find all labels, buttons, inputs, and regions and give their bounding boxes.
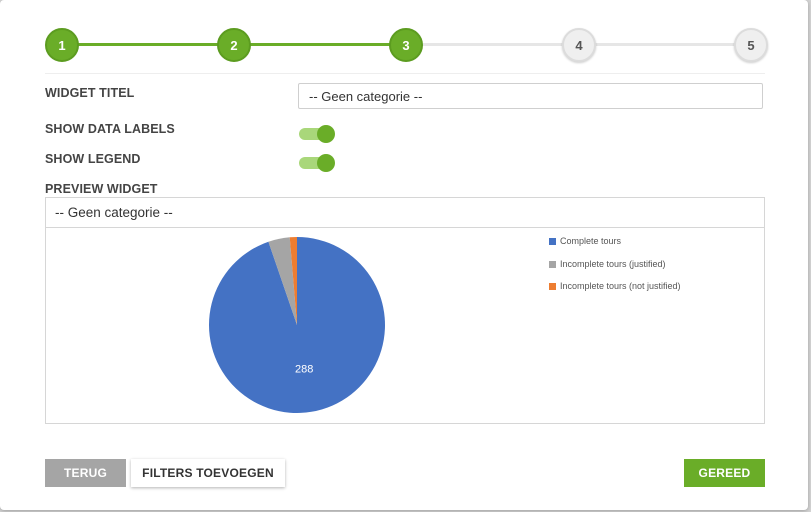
pie-data-label: 288 — [295, 363, 313, 375]
toggle-knob — [317, 154, 335, 172]
pie-slice-incomplete-not-justified — [289, 237, 297, 325]
done-button[interactable]: GEREED — [684, 459, 765, 487]
show-data-labels-label: SHOW DATA LABELS — [45, 122, 175, 136]
legend-label: Incomplete tours (not justified) — [560, 281, 681, 291]
preview-widget-title: -- Geen categorie -- — [46, 198, 764, 228]
show-legend-toggle[interactable] — [299, 154, 335, 172]
step-1[interactable]: 1 — [45, 28, 79, 62]
widget-title-label: WIDGET TITEL — [45, 86, 135, 100]
back-button[interactable]: TERUG — [45, 459, 126, 487]
legend-swatch — [549, 260, 556, 268]
wizard-stepper: 1 2 3 4 5 — [45, 28, 768, 62]
stepper-divider — [45, 73, 765, 74]
legend-label: Incomplete tours (justified) — [560, 258, 666, 269]
step-3[interactable]: 3 — [389, 28, 423, 62]
show-legend-label: SHOW LEGEND — [45, 152, 141, 166]
step-4[interactable]: 4 — [562, 28, 596, 62]
preview-widget-label: PREVIEW WIDGET — [45, 182, 158, 196]
pie-chart: 288 — [208, 237, 385, 413]
pie-slice-incomplete-justified — [268, 237, 297, 325]
step-2[interactable]: 2 — [217, 28, 251, 62]
legend-label: Complete tours — [560, 236, 622, 246]
legend-swatch — [549, 238, 556, 245]
step-5[interactable]: 5 — [734, 28, 768, 62]
legend-swatch — [549, 283, 556, 290]
toggle-knob — [317, 125, 335, 143]
widget-title-input[interactable] — [298, 83, 763, 109]
preview-widget: -- Geen categorie -- 288 Complete tours … — [45, 197, 765, 424]
add-filters-button[interactable]: FILTERS TOEVOEGEN — [131, 459, 285, 487]
show-data-labels-toggle[interactable] — [299, 125, 335, 143]
